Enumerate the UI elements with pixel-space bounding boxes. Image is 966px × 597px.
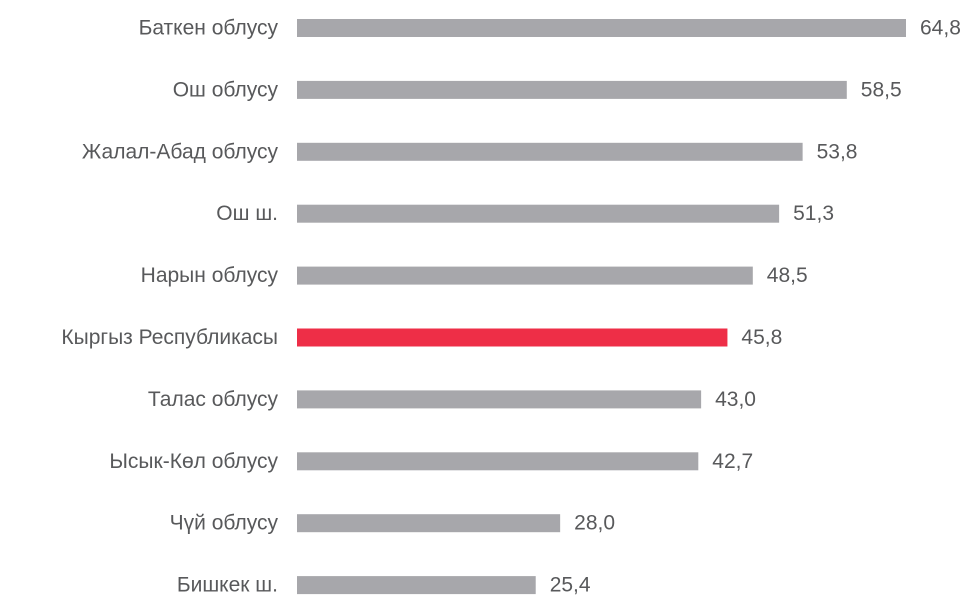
value-label: 42,7 xyxy=(712,450,753,473)
category-label: Ош ш. xyxy=(216,202,278,225)
bar xyxy=(297,514,561,533)
category-label: Чүй облусу xyxy=(170,512,279,535)
value-label: 51,3 xyxy=(793,202,834,225)
bar xyxy=(297,328,728,347)
bar xyxy=(297,452,699,471)
value-label: 25,4 xyxy=(550,574,591,597)
category-label: Ош облусу xyxy=(173,78,279,101)
bar xyxy=(297,204,780,223)
category-label: Кыргыз Республикасы xyxy=(61,326,278,349)
value-label: 28,0 xyxy=(574,512,615,535)
category-label: Баткен облусу xyxy=(139,17,279,40)
bar xyxy=(297,266,753,285)
value-label: 48,5 xyxy=(767,264,808,287)
category-label: Талас облусу xyxy=(148,388,279,411)
value-label: 45,8 xyxy=(741,326,782,349)
bar xyxy=(297,142,803,161)
category-label: Жалал-Абад облусу xyxy=(82,140,279,163)
bar xyxy=(297,19,906,37)
value-label: 43,0 xyxy=(715,388,756,411)
bar xyxy=(297,390,702,409)
bar xyxy=(297,80,847,99)
bar xyxy=(297,576,536,595)
category-label: Бишкек ш. xyxy=(177,574,278,597)
value-label: 58,5 xyxy=(861,78,902,101)
value-label: 53,8 xyxy=(817,140,858,163)
category-label: Ысык-Көл облусу xyxy=(109,450,278,473)
category-label: Нарын облусу xyxy=(141,264,279,287)
value-label: 64,8 xyxy=(920,17,961,40)
